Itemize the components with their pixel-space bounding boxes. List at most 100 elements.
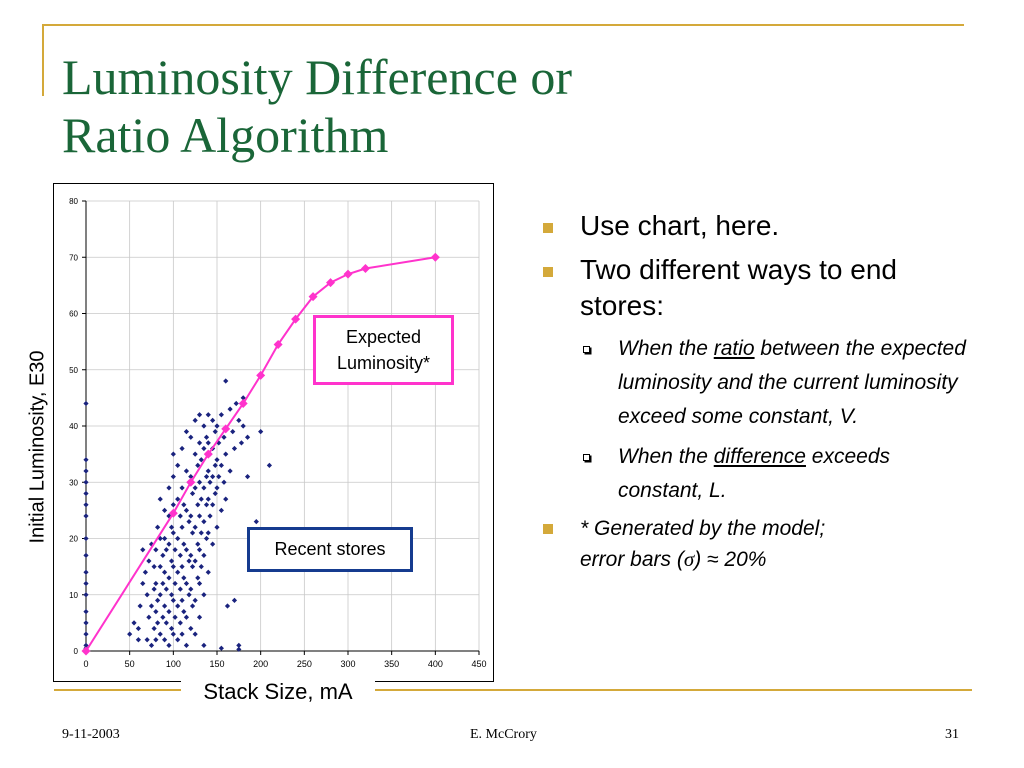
expected-luminosity-point (291, 314, 301, 324)
recent-store-point (151, 586, 157, 592)
square-bullet-icon (543, 223, 553, 233)
recent-store-point (205, 412, 211, 418)
bullet-item-2-text: Two different ways to end stores: (580, 254, 897, 321)
recent-store-point (201, 552, 207, 558)
expected-luminosity-point (360, 264, 370, 273)
square-bullet-icon (543, 267, 553, 277)
recent-store-point (148, 603, 155, 609)
expected-luminosity-point (308, 292, 318, 302)
recent-store-point (177, 552, 183, 558)
recent-store-point (212, 490, 218, 497)
recent-store-point (203, 502, 210, 508)
recent-store-point (172, 547, 178, 553)
recent-store-point (181, 502, 187, 508)
recent-store-point (218, 507, 224, 513)
sub-bullet-difference-keyword: difference (713, 445, 806, 468)
recent-store-point (83, 400, 89, 407)
recent-store-point (214, 423, 220, 429)
recent-store-point (214, 485, 220, 491)
recent-store-point (83, 457, 89, 463)
recent-store-point (160, 552, 166, 558)
recent-store-point (218, 412, 224, 418)
recent-store-point (231, 445, 238, 452)
recent-store-point (244, 474, 251, 480)
recent-store-point (140, 547, 146, 553)
x-axis-title: Stack Size, mA (181, 672, 375, 712)
recent-store-point (233, 400, 239, 407)
recent-store-point (186, 558, 192, 564)
sub-bullet-ratio-after: between the expected luminosity and the … (618, 337, 966, 428)
recent-store-point (183, 429, 190, 435)
recent-store-point (198, 564, 204, 570)
recent-store-point (157, 564, 163, 570)
recent-store-point (181, 609, 187, 615)
recent-store-point (170, 597, 176, 603)
recent-store-point (163, 547, 169, 553)
hollow-square-bullet-icon (583, 454, 590, 461)
expected-luminosity-point (273, 339, 283, 349)
recent-store-point (212, 429, 218, 435)
recent-store-point (146, 614, 152, 620)
x-tick-label: 0 (83, 659, 88, 669)
y-tick-label: 40 (69, 422, 78, 431)
recent-store-point (223, 451, 229, 457)
expected-callout-line2: Luminosity* (336, 353, 431, 373)
y-tick-label: 0 (74, 647, 79, 656)
recent-store-point (163, 620, 169, 626)
recent-store-point (170, 631, 176, 637)
recent-store-point (196, 547, 203, 553)
recent-store-point (83, 513, 89, 519)
recent-store-point (205, 468, 211, 474)
recent-store-point (198, 530, 204, 536)
recent-store-point (195, 575, 201, 581)
recent-store-point (175, 535, 181, 542)
recent-store-point (177, 586, 183, 592)
recent-store-point (83, 479, 89, 485)
recent-store-point (236, 417, 242, 423)
recent-store-point (205, 496, 211, 502)
recent-store-point (163, 586, 169, 592)
recent-store-point (192, 558, 198, 564)
recent-store-point (155, 597, 161, 603)
recent-store-point (157, 592, 163, 598)
recent-store-point (179, 524, 185, 530)
recent-store-point (83, 580, 89, 587)
recent-store-point (205, 530, 211, 536)
recent-store-point (179, 445, 185, 452)
recent-store-point (175, 603, 181, 609)
recent-store-point (153, 637, 159, 643)
y-axis-title: Initial Luminosity, E30 (26, 350, 49, 544)
expected-luminosity-point (430, 252, 440, 262)
recent-store-point (195, 462, 201, 468)
recent-store-point (183, 642, 190, 648)
bullet-item-1-text: Use chart, here. (580, 210, 780, 241)
sub-bullet-ratio-keyword: ratio (713, 337, 755, 360)
x-tick-label: 150 (209, 659, 224, 669)
recent-store-point (183, 580, 190, 587)
recent-store-point (155, 620, 161, 626)
recent-store-point (166, 541, 172, 547)
recent-store-point (153, 547, 159, 553)
recent-store-point (192, 451, 198, 457)
recent-store-point (83, 620, 89, 626)
recent-store-point (192, 597, 198, 603)
recent-store-point (188, 552, 194, 558)
recent-store-point (83, 468, 89, 474)
slide-title-line2: Ratio Algorithm (62, 107, 389, 163)
sigma-symbol: σ (683, 547, 695, 571)
recent-store-point (192, 631, 198, 637)
expected-luminosity-point (343, 269, 353, 279)
frame-top-line (42, 24, 964, 26)
recent-store-point (83, 502, 89, 508)
recent-store-point (214, 457, 220, 463)
recent-store-point (196, 412, 203, 418)
recent-store-point (188, 625, 194, 632)
hollow-square-bullet-icon (583, 346, 590, 353)
recent-store-point (170, 451, 176, 457)
recent-store-point (170, 474, 176, 480)
recent-store-point (179, 564, 185, 570)
expected-luminosity-point (81, 646, 91, 656)
recent-store-point (181, 541, 187, 547)
recent-store-point (83, 609, 89, 615)
recent-store-point (170, 530, 176, 536)
